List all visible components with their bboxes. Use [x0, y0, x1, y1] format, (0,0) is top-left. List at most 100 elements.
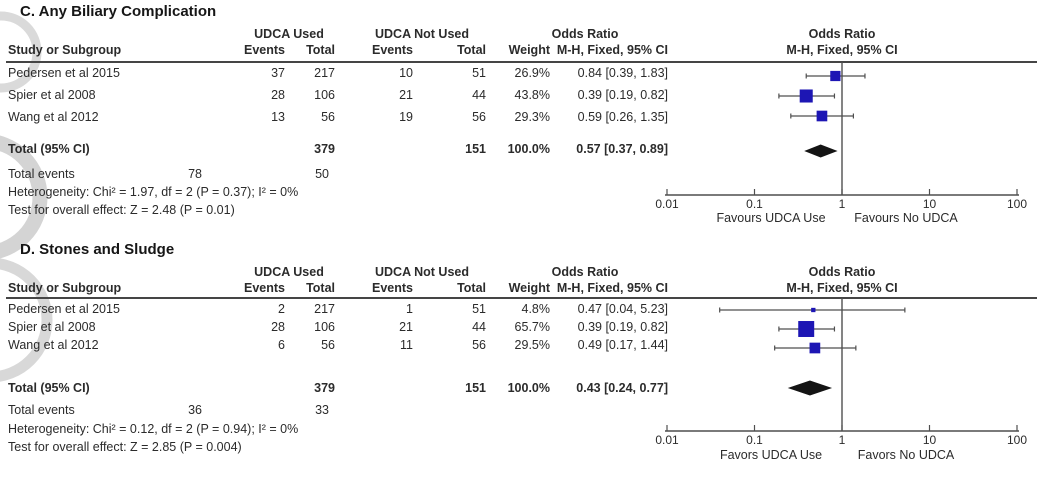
total-row: Total (95% CI) 379 151 100.0% 0.43 [0.24…: [0, 381, 672, 396]
study-row: Spier et al 2008 28 106 21 44 65.7% 0.39 [0.19…: [0, 320, 672, 335]
or-point-square: [811, 307, 816, 313]
watermark-logo: [0, 11, 53, 382]
or-ci-value: 0.59 [0.26, 1.35]: [577, 110, 668, 124]
plot-header-odds-ratio: Odds Ratio: [808, 265, 876, 279]
total-udca-used: 217: [314, 302, 335, 316]
events-udca-not-used: 19: [399, 110, 413, 124]
or-ci-value: 0.84 [0.39, 1.83]: [577, 66, 668, 80]
total-udca-used: 379: [314, 381, 335, 395]
total-udca-not-used: 51: [472, 302, 486, 316]
axis-tick-labels: 0.01 0.1 1 10 100: [0, 433, 1040, 447]
col-group-odds-ratio: Odds Ratio: [551, 27, 619, 41]
col-header-study: Study or Subgroup: [8, 43, 122, 57]
weight-value: 43.8%: [514, 88, 550, 102]
col-header-total-udca-not-used: Total: [457, 281, 486, 295]
col-header-study: Study or Subgroup: [8, 281, 122, 295]
axis-tick-label: 1: [838, 433, 846, 447]
total-udca-not-used: 56: [472, 110, 486, 124]
total-udca-used: 217: [314, 66, 335, 80]
axis-tick-label: 100: [1006, 197, 1028, 211]
watermark-arc-middle: [0, 135, 48, 259]
study-name: Wang et al 2012: [8, 110, 99, 124]
pooled-diamond: [787, 380, 833, 396]
col-group-odds-ratio: Odds Ratio: [551, 265, 619, 279]
study-name: Wang et al 2012: [8, 338, 99, 352]
plot-header-mh-ci: M-H, Fixed, 95% CI: [786, 281, 898, 295]
watermark-arc-top: [0, 11, 42, 93]
total-events-row: Total events 78 50: [0, 167, 672, 182]
weight-value: 65.7%: [514, 320, 550, 334]
col-header-events-udca-used: Events: [244, 281, 285, 295]
events-udca-used: 2: [278, 302, 285, 316]
favours-left-label: Favours UDCA Use: [716, 211, 826, 225]
total-events-udca-used: 36: [188, 403, 202, 417]
heterogeneity-text: Heterogeneity: Chi² = 0.12, df = 2 (P = …: [8, 422, 299, 436]
total-udca-used: 106: [314, 320, 335, 334]
weight-value: 29.3%: [514, 110, 550, 124]
or-point-square: [798, 321, 815, 337]
axis-tick-label: 1: [838, 197, 846, 211]
events-udca-used: 6: [278, 338, 285, 352]
col-header-events-udca-not-used: Events: [372, 281, 413, 295]
col-header-events-udca-not-used: Events: [372, 43, 413, 57]
total-label: Total (95% CI): [8, 381, 90, 395]
events-udca-used: 28: [271, 88, 285, 102]
events-udca-not-used: 1: [406, 302, 413, 316]
total-events-row: Total events 36 33: [0, 403, 672, 418]
overall-effect-text: Test for overall effect: Z = 2.48 (P = 0…: [8, 203, 235, 217]
total-udca-not-used: 44: [472, 88, 486, 102]
total-events-udca-not-used: 33: [315, 403, 329, 417]
total-udca-used: 379: [314, 142, 335, 156]
col-header-total-udca-not-used: Total: [457, 43, 486, 57]
or-ci-value: 0.39 [0.19, 0.82]: [577, 320, 668, 334]
or-point-square: [816, 110, 828, 122]
favours-right-label: Favors No UDCA: [857, 448, 955, 462]
col-group-udca-not-used: UDCA Not Used: [375, 265, 469, 279]
forest-plot-panel-d: [665, 298, 1019, 432]
total-weight: 100.0%: [507, 142, 550, 156]
weight-value: 26.9%: [514, 66, 550, 80]
axis-tick-label: 0.01: [655, 433, 679, 447]
weight-value: 29.5%: [514, 338, 550, 352]
plot-header-odds-ratio: Odds Ratio: [808, 27, 876, 41]
header-rule: [6, 297, 1037, 299]
plot-header-mh-ci: M-H, Fixed, 95% CI: [786, 43, 898, 57]
total-weight: 100.0%: [507, 381, 550, 395]
total-events-label: Total events: [8, 403, 75, 417]
axis-tick-label: 0.1: [746, 197, 763, 211]
panel-stones-and-sludge: D. Stones and Sludge UDCA Used UDCA Not …: [0, 238, 1040, 477]
study-name: Pedersen et al 2015: [8, 302, 120, 316]
total-udca-not-used: 151: [465, 142, 486, 156]
study-row: Pedersen et al 2015 37 217 10 51 26.9% 0.84 [0…: [0, 66, 672, 81]
col-header-total-udca-used: Total: [306, 43, 335, 57]
weight-value: 4.8%: [521, 302, 551, 316]
overall-effect-text: Test for overall effect: Z = 2.85 (P = 0…: [8, 440, 242, 454]
study-row: Wang et al 2012 6 56 11 56 29.5% 0.49 [0.17, 1…: [0, 338, 672, 353]
total-label: Total (95% CI): [8, 142, 90, 156]
study-row: Spier et al 2008 28 106 21 44 43.8% 0.39 [0.19…: [0, 88, 672, 103]
total-events-label: Total events: [8, 167, 75, 181]
col-group-udca-not-used: UDCA Not Used: [375, 27, 469, 41]
study-row: Wang et al 2012 13 56 19 56 29.3% 0.59 [0.26, …: [0, 110, 672, 125]
axis-tick-labels: 0.01 0.1 1 10 100: [0, 197, 1040, 211]
col-header-events-udca-used: Events: [244, 43, 285, 57]
axis-tick-label: 10: [922, 433, 937, 447]
events-udca-not-used: 10: [399, 66, 413, 80]
heterogeneity-text: Heterogeneity: Chi² = 1.97, df = 2 (P = …: [8, 185, 299, 199]
study-row: Pedersen et al 2015 2 217 1 51 4.8% 0.47 [0.04…: [0, 302, 672, 317]
col-header-weight: Weight: [508, 281, 550, 295]
or-point-square: [799, 89, 813, 103]
panel-title: C. Any Biliary Complication: [20, 3, 217, 20]
total-row: Total (95% CI) 379 151 100.0% 0.57 [0.37…: [0, 142, 672, 157]
events-udca-used: 37: [271, 66, 285, 80]
or-ci-value: 0.49 [0.17, 1.44]: [577, 338, 668, 352]
total-udca-not-used: 151: [465, 381, 486, 395]
total-or-ci: 0.43 [0.24, 0.77]: [576, 381, 668, 395]
total-udca-not-used: 56: [472, 338, 486, 352]
or-ci-value: 0.47 [0.04, 5.23]: [577, 302, 668, 316]
col-group-udca-used: UDCA Used: [254, 27, 324, 41]
total-events-udca-used: 78: [188, 167, 202, 181]
total-or-ci: 0.57 [0.37, 0.89]: [576, 142, 668, 156]
events-udca-used: 13: [271, 110, 285, 124]
total-udca-used: 106: [314, 88, 335, 102]
